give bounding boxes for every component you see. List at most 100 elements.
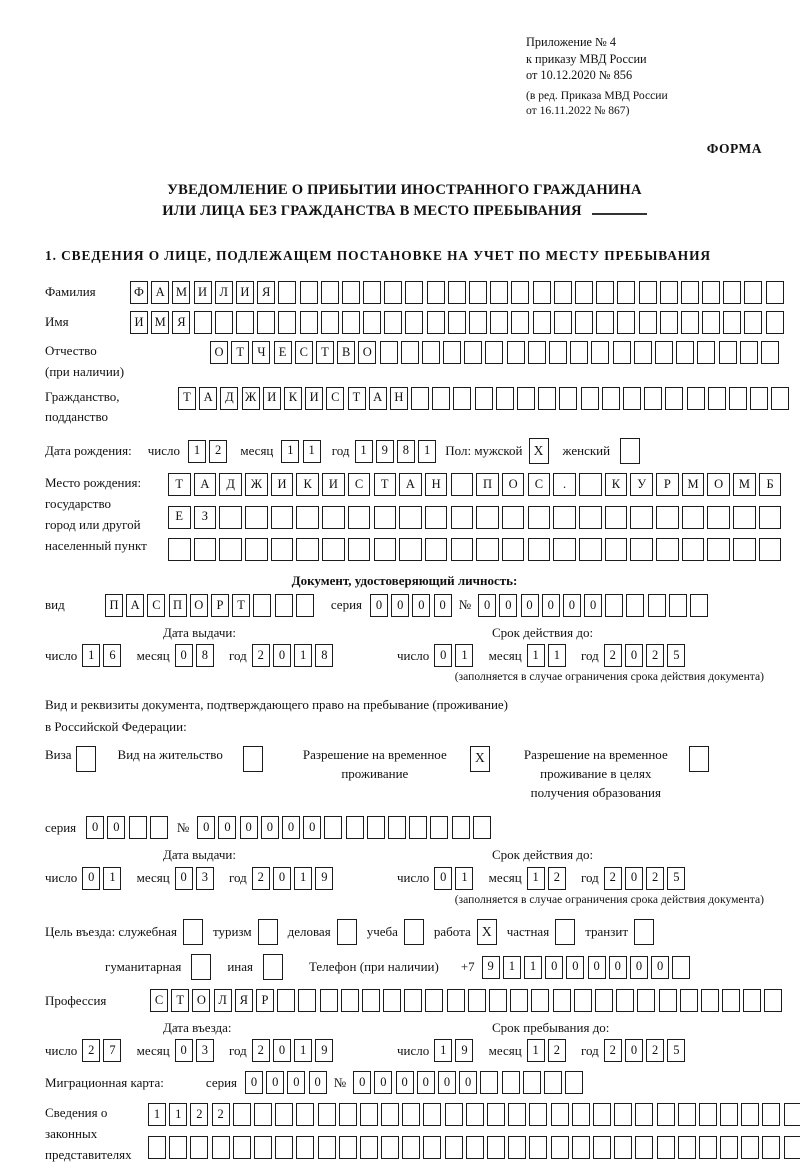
char-box[interactable]: 8 <box>396 439 415 463</box>
char-box[interactable] <box>522 1071 541 1095</box>
char-box[interactable]: 5 <box>667 644 686 668</box>
char-box[interactable] <box>614 1103 633 1127</box>
char-box[interactable] <box>596 281 615 304</box>
char-box[interactable]: 2 <box>603 1039 622 1063</box>
char-box[interactable]: С <box>347 473 371 497</box>
char-box[interactable] <box>592 1103 611 1127</box>
char-box[interactable]: М <box>733 473 756 497</box>
char-box[interactable] <box>553 538 576 562</box>
char-box[interactable]: 0 <box>520 593 539 617</box>
char-box[interactable]: 1 <box>526 866 545 890</box>
char-box[interactable] <box>426 281 445 304</box>
char-box[interactable] <box>697 341 716 364</box>
char-box[interactable]: 0 <box>174 1039 193 1063</box>
char-box[interactable] <box>529 1103 548 1127</box>
char-box[interactable]: К <box>283 386 302 410</box>
char-box[interactable]: П <box>105 593 123 617</box>
char-box[interactable]: 0 <box>308 1071 327 1095</box>
char-box[interactable] <box>573 989 592 1013</box>
char-box[interactable] <box>630 505 653 529</box>
char-box[interactable] <box>168 538 191 562</box>
char-box[interactable] <box>626 593 645 617</box>
char-box[interactable] <box>447 311 466 334</box>
char-box[interactable]: М <box>172 281 191 304</box>
char-box[interactable] <box>476 538 499 562</box>
char-box[interactable] <box>681 538 705 562</box>
char-box[interactable]: 0 <box>174 866 193 890</box>
char-box[interactable] <box>423 1135 442 1159</box>
char-box[interactable] <box>450 505 474 529</box>
char-box[interactable]: Л <box>214 281 233 304</box>
char-box[interactable] <box>490 281 509 304</box>
char-box[interactable]: 1 <box>526 644 545 668</box>
char-box[interactable] <box>508 1103 527 1127</box>
char-box[interactable] <box>465 1135 484 1159</box>
char-box[interactable] <box>700 989 719 1013</box>
char-box[interactable] <box>469 281 487 304</box>
char-box[interactable]: 3 <box>195 866 214 890</box>
char-box[interactable]: 1 <box>455 644 474 668</box>
char-box[interactable] <box>446 989 465 1013</box>
char-box[interactable] <box>404 989 423 1013</box>
char-box[interactable] <box>211 1135 230 1159</box>
char-box[interactable]: 0 <box>82 866 101 890</box>
char-box[interactable] <box>707 386 726 410</box>
char-box[interactable]: Ж <box>241 386 260 410</box>
char-box[interactable] <box>510 989 529 1013</box>
char-box[interactable]: 2 <box>209 439 228 463</box>
char-box[interactable] <box>253 1135 272 1159</box>
char-box[interactable]: 0 <box>416 1071 435 1095</box>
char-box[interactable] <box>549 341 567 364</box>
char-box[interactable] <box>718 341 737 364</box>
char-box[interactable]: 0 <box>239 816 258 840</box>
char-box[interactable] <box>381 1135 400 1159</box>
char-box[interactable] <box>278 281 297 304</box>
char-box[interactable] <box>723 281 742 304</box>
char-box[interactable] <box>617 311 636 334</box>
char-box[interactable] <box>722 989 741 1013</box>
char-box[interactable] <box>698 1103 717 1127</box>
char-box[interactable] <box>501 505 525 529</box>
visa-checkbox[interactable] <box>75 745 96 772</box>
char-box[interactable] <box>604 505 628 529</box>
char-box[interactable] <box>387 816 406 840</box>
char-box[interactable] <box>707 505 730 529</box>
temp-residence-edu-checkbox[interactable] <box>688 745 709 772</box>
char-box[interactable] <box>487 1135 505 1159</box>
char-box[interactable]: 2 <box>646 644 665 668</box>
char-box[interactable]: 1 <box>526 1039 545 1063</box>
char-box[interactable] <box>383 989 402 1013</box>
char-box[interactable] <box>635 1103 654 1127</box>
char-box[interactable] <box>532 281 551 304</box>
char-box[interactable] <box>574 281 593 304</box>
char-box[interactable]: 0 <box>434 866 453 890</box>
char-box[interactable] <box>347 505 371 529</box>
char-box[interactable] <box>274 593 293 617</box>
char-box[interactable]: 3 <box>195 1039 214 1063</box>
char-box[interactable]: О <box>501 473 525 497</box>
char-box[interactable] <box>656 1103 675 1127</box>
char-box[interactable]: 1 <box>434 1039 453 1063</box>
char-box[interactable] <box>320 311 339 334</box>
char-box[interactable] <box>741 1103 760 1127</box>
char-box[interactable] <box>511 311 530 334</box>
char-box[interactable] <box>765 281 784 304</box>
char-box[interactable]: Б <box>758 473 782 497</box>
char-box[interactable] <box>443 341 462 364</box>
char-box[interactable]: 9 <box>455 1039 474 1063</box>
char-box[interactable] <box>405 311 424 334</box>
char-box[interactable] <box>411 386 430 410</box>
char-box[interactable] <box>295 593 314 617</box>
char-box[interactable] <box>214 311 233 334</box>
char-box[interactable]: 0 <box>587 955 606 979</box>
char-box[interactable]: О <box>192 989 211 1013</box>
char-box[interactable] <box>638 311 657 334</box>
transit-checkbox[interactable] <box>634 919 655 946</box>
char-box[interactable]: 1 <box>82 644 101 668</box>
char-box[interactable] <box>637 989 656 1013</box>
char-box[interactable]: 0 <box>478 593 497 617</box>
char-box[interactable]: 2 <box>547 1039 566 1063</box>
char-box[interactable] <box>320 281 339 304</box>
char-box[interactable] <box>543 1071 562 1095</box>
char-box[interactable] <box>405 281 424 304</box>
